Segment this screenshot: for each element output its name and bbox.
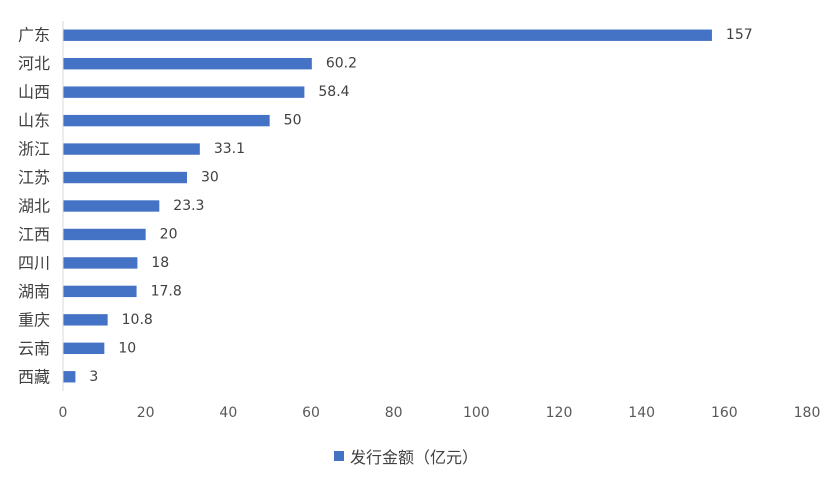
data-label: 157 [726, 27, 753, 43]
x-tick-label: 80 [385, 405, 403, 421]
category-label: 山东 [18, 111, 50, 130]
category-label: 山西 [18, 83, 50, 102]
category-label: 浙江 [18, 140, 50, 159]
x-tick-label: 60 [302, 405, 320, 421]
legend: 发行金额（亿元） [334, 444, 478, 468]
data-label: 33.1 [214, 141, 245, 157]
category-label: 广东 [18, 26, 50, 45]
legend-label: 发行金额（亿元） [350, 448, 479, 467]
category-label: 四川 [18, 253, 50, 272]
bar [63, 114, 270, 127]
bar [63, 143, 200, 155]
category-label: 湖北 [18, 197, 50, 216]
x-tick-label: 20 [137, 405, 155, 421]
bar [63, 200, 160, 212]
x-tick-label: 120 [546, 405, 573, 421]
x-tick-label: 100 [463, 405, 490, 421]
bar [63, 342, 105, 354]
bar [63, 58, 312, 70]
data-label: 50 [284, 113, 302, 129]
category-label: 云南 [18, 339, 50, 358]
bar [63, 86, 305, 98]
data-labels: 157 60.2 58.4 50 33.1 30 23.3 20 18 17.8 10.8 10 3 [89, 27, 752, 385]
x-tick-label: 40 [219, 405, 237, 421]
bar [63, 314, 108, 326]
bar [63, 29, 712, 41]
data-label: 17.8 [151, 283, 182, 299]
x-tick-label: 160 [711, 405, 738, 421]
data-label: 10.8 [122, 312, 153, 328]
bar [63, 228, 146, 241]
legend-swatch [334, 451, 344, 461]
category-label: 重庆 [18, 310, 50, 329]
x-tick-labels: 0 20 40 60 80 100 120 140 160 180 [59, 405, 821, 421]
category-label: 湖南 [18, 282, 50, 301]
data-label: 60.2 [326, 56, 357, 72]
category-label: 河北 [18, 54, 50, 73]
category-label: 西藏 [18, 367, 50, 386]
data-label: 18 [151, 255, 169, 271]
data-label: 20 [160, 226, 178, 242]
category-label: 江西 [18, 225, 50, 244]
bar [63, 257, 138, 269]
x-tick-label: 0 [59, 405, 68, 421]
data-label: 10 [118, 340, 136, 356]
x-tick-label: 180 [794, 405, 821, 421]
bars-group [63, 29, 712, 383]
data-label: 30 [201, 170, 219, 186]
category-label: 江苏 [18, 168, 50, 187]
bar [63, 371, 76, 383]
data-label: 58.4 [318, 84, 349, 100]
data-label: 3 [89, 369, 98, 385]
bar [63, 171, 187, 184]
data-label: 23.3 [173, 198, 204, 214]
bar [63, 285, 137, 298]
x-tick-label: 140 [628, 405, 655, 421]
